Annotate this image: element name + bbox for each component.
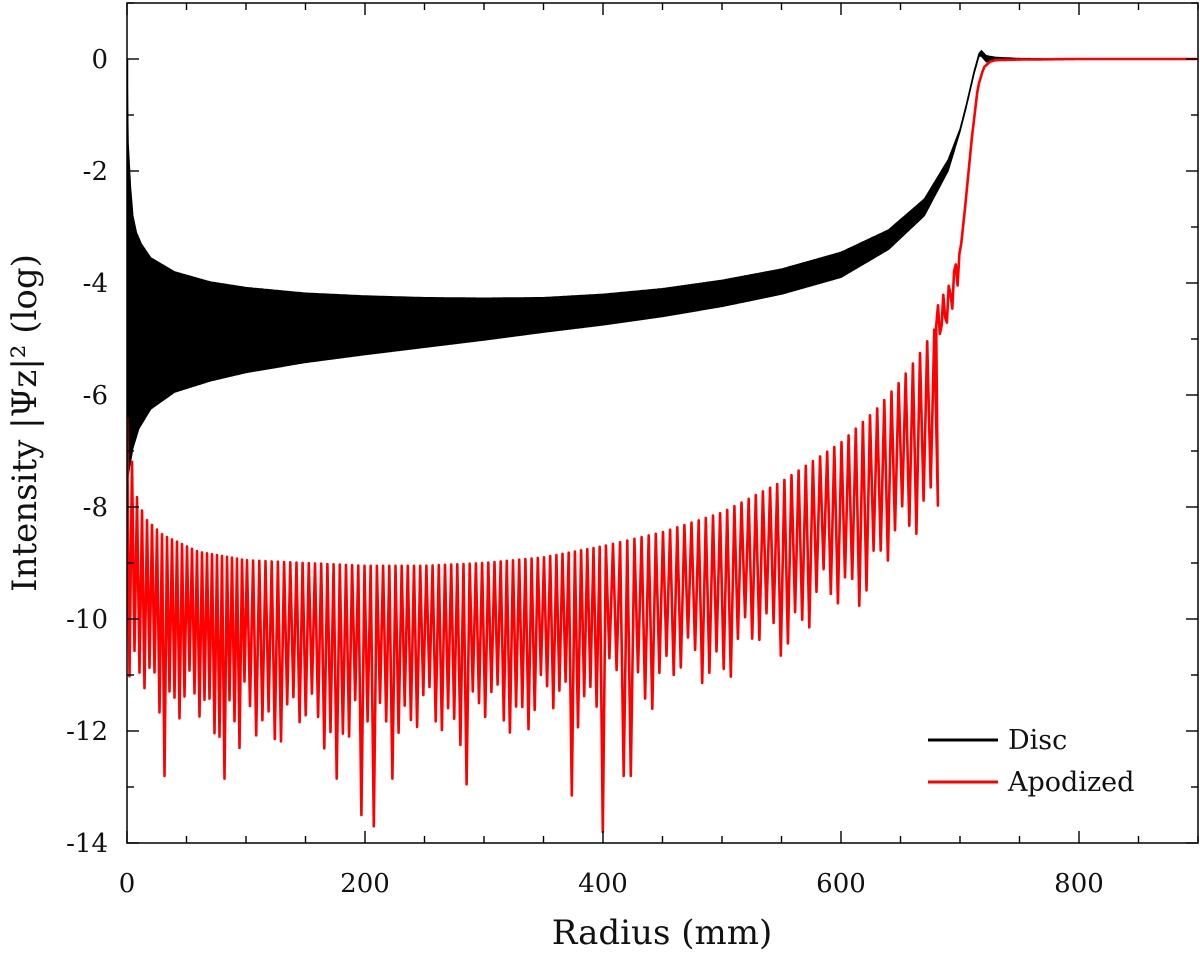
x-tick-label: 800 (1054, 869, 1104, 899)
legend-label-apodized: Apodized (1007, 767, 1134, 798)
y-tick-label: 0 (91, 45, 108, 75)
x-tick-label: 200 (340, 869, 390, 899)
x-tick-label: 600 (816, 869, 866, 899)
ticks-layer (126, 2, 1199, 844)
y-axis-title: Intensity |Ψz|² (log) (5, 254, 45, 592)
y-tick-label: -10 (66, 605, 108, 635)
y-tick-label: -14 (66, 829, 108, 859)
y-tick-label: -2 (83, 157, 108, 187)
legend: Disc Apodized (928, 725, 1134, 798)
x-tick-label: 0 (119, 869, 136, 899)
x-axis-title: Radius (mm) (552, 913, 772, 953)
y-tick-label: -6 (83, 381, 108, 411)
series-apodized-line (127, 57, 1197, 834)
plot-frame (126, 2, 1199, 844)
x-tick-label: 400 (578, 869, 628, 899)
series-disc-band (127, 49, 1198, 485)
labels-layer: 0 200 400 600 800 0 -2 -4 -6 -8 -10 -12 -14 (66, 45, 1104, 899)
series-layer (127, 49, 1198, 834)
y-tick-label: -4 (83, 269, 108, 299)
y-tick-label: -8 (83, 493, 108, 523)
legend-label-disc: Disc (1008, 725, 1067, 756)
y-tick-label: -12 (66, 717, 108, 747)
